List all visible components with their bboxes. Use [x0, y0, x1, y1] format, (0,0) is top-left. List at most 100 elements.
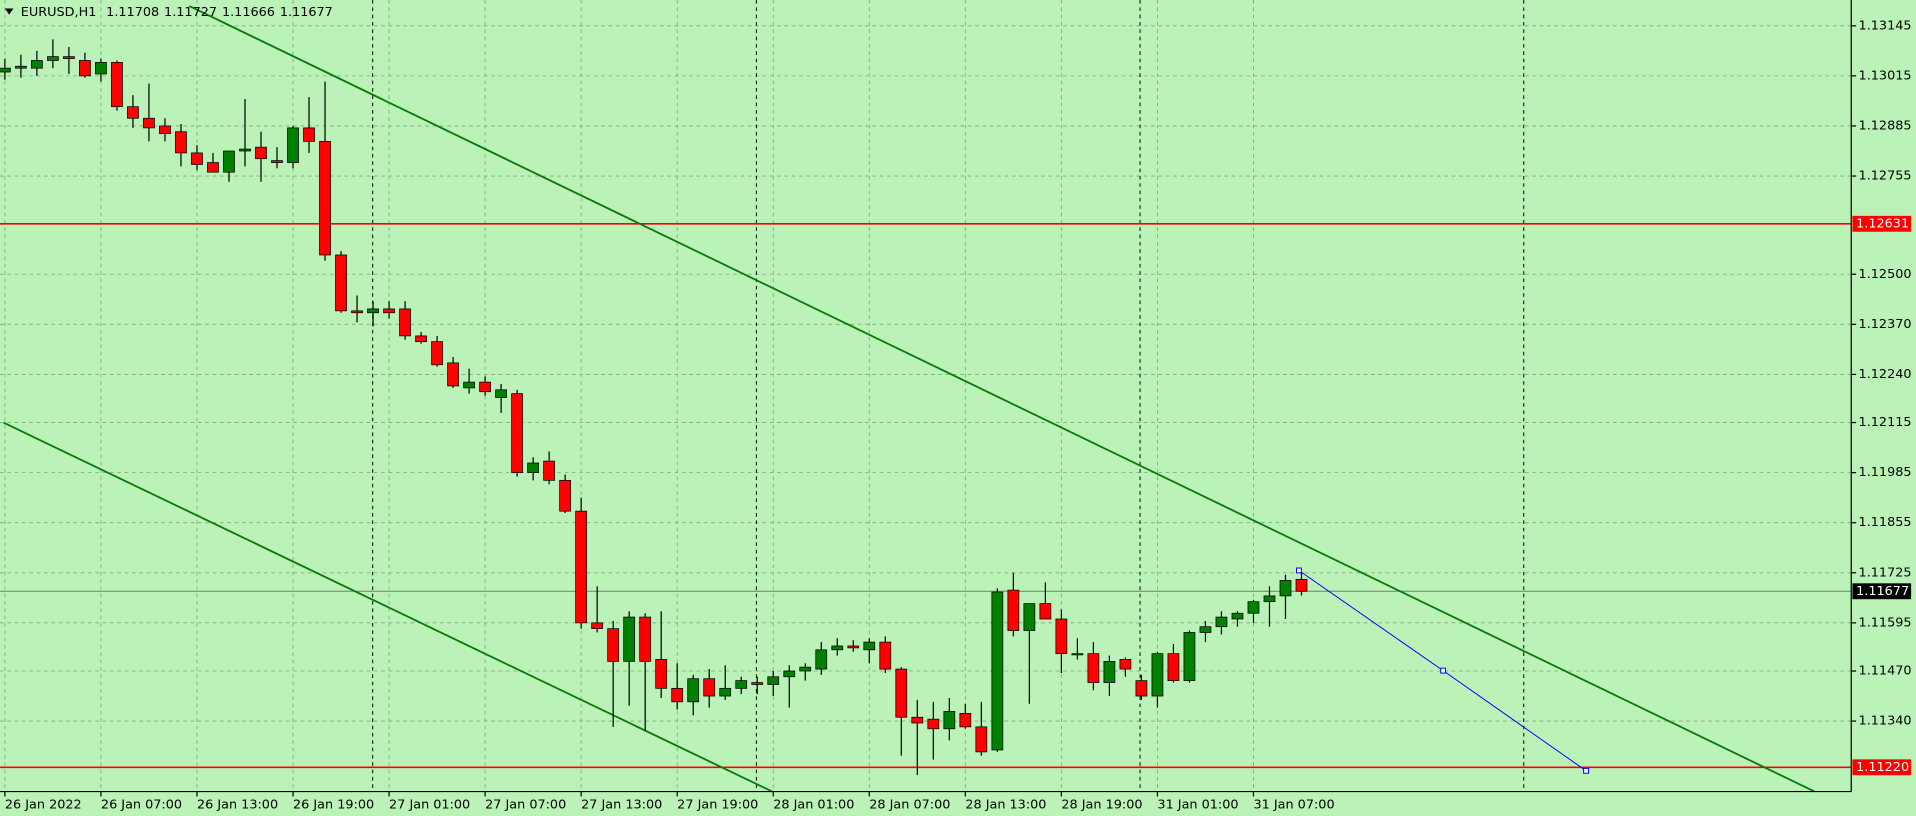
candle-body [847, 645, 860, 649]
x-tick-label: 31 Jan 01:00 [1157, 798, 1238, 813]
price-tag [1852, 215, 1912, 232]
candle-body [143, 117, 155, 129]
candle-body [207, 162, 219, 173]
y-tick-label: 1.13015 [1859, 68, 1912, 83]
candle-body [47, 56, 59, 61]
chart-header: EURUSD,H1 1.11708 1.11727 1.11666 1.11677 [21, 5, 333, 20]
candle-body [351, 310, 363, 314]
candle-body [1103, 661, 1116, 683]
y-tick-label: 1.11985 [1859, 465, 1912, 480]
x-tick-label: 27 Jan 19:00 [677, 798, 758, 813]
candle-body [255, 146, 267, 160]
candle-body [239, 148, 251, 152]
candle-body [975, 726, 988, 753]
candle-body [1119, 659, 1132, 670]
candle-body [111, 62, 123, 108]
candle-body [1135, 680, 1148, 697]
y-tick-label: 1.12115 [1859, 415, 1912, 430]
candle-body [383, 308, 395, 314]
candle-body [527, 462, 539, 473]
symbol-menu-icon[interactable] [4, 8, 14, 15]
symbol: EURUSD,H1 [21, 5, 97, 20]
candle-body [703, 678, 716, 697]
candle-body [271, 160, 283, 163]
candle-body [1231, 612, 1244, 620]
projection-point [1583, 767, 1590, 774]
candle-body [1071, 653, 1084, 656]
x-tick-label: 26 Jan 07:00 [101, 798, 182, 813]
candle-body [431, 341, 443, 366]
candle-body [191, 152, 203, 165]
candle-body [1151, 653, 1164, 697]
candle-body [1023, 603, 1036, 631]
projection-point [1440, 667, 1447, 674]
candle-body [63, 56, 75, 59]
levels [0, 223, 1852, 769]
candle-body [959, 713, 972, 728]
candle-body [79, 60, 91, 77]
candle-body [463, 381, 475, 389]
channel-lower [3, 421, 773, 793]
candle-body [543, 460, 556, 481]
candle-body [623, 616, 636, 662]
x-tick-label: 27 Jan 07:00 [485, 798, 566, 813]
candle-body [335, 254, 347, 312]
candle-body [639, 616, 652, 662]
candle-body [1279, 580, 1292, 597]
candle-body [799, 666, 812, 672]
x-tick-label: 28 Jan 01:00 [773, 798, 854, 813]
candle-body [655, 659, 668, 689]
candle-body [735, 680, 748, 689]
x-tick-label: 28 Jan 07:00 [869, 798, 950, 813]
y-tick-label: 1.12500 [1859, 267, 1912, 282]
y-tick-label: 1.12240 [1859, 367, 1912, 382]
y-tick-label: 1.11470 [1859, 664, 1912, 679]
x-tick-label: 26 Jan 13:00 [197, 798, 278, 813]
y-tick-label: 1.13145 [1859, 18, 1912, 33]
candle-body [1167, 653, 1180, 682]
candle-body [687, 678, 700, 703]
candle-body [943, 711, 956, 730]
header-open: 1.11708 [106, 5, 159, 20]
candle-body [1295, 578, 1308, 592]
price-tag [1852, 583, 1912, 600]
candle-body [287, 127, 299, 163]
x-tick-label: 31 Jan 07:00 [1253, 798, 1334, 813]
candle-body [719, 687, 732, 697]
header-low: 1.11666 [222, 5, 275, 20]
candle-body [671, 687, 684, 703]
price-tag-label: 1.12631 [1856, 216, 1909, 231]
candle-body [911, 716, 924, 724]
candle-body [607, 628, 620, 662]
projection [1295, 567, 1590, 774]
header-close: 1.11677 [280, 5, 333, 20]
candle-body [495, 389, 507, 398]
candle-body [15, 65, 27, 69]
candle-body [927, 718, 940, 730]
candles [0, 39, 1308, 776]
price-tag [1852, 759, 1912, 776]
candle-body [31, 60, 43, 69]
x-tick-label: 28 Jan 13:00 [965, 798, 1046, 813]
x-tick-label: 27 Jan 01:00 [389, 798, 470, 813]
candle-body [1007, 589, 1020, 631]
candle-body [511, 393, 523, 473]
candle-body [831, 645, 844, 651]
candle-body [319, 140, 331, 256]
x-tick-label: 26 Jan 2022 [5, 798, 82, 813]
candle-body [863, 641, 876, 651]
candle-body [223, 150, 235, 173]
y-tick-label: 1.11855 [1859, 515, 1912, 530]
grid [0, 0, 1852, 792]
price-tag-label: 1.11677 [1856, 584, 1909, 599]
candle-body [1263, 595, 1276, 603]
channel-upper [189, 5, 1815, 793]
candle-body [1183, 632, 1196, 682]
candle-body [1055, 618, 1068, 655]
candle-body [575, 510, 588, 624]
y-tick-label: 1.11340 [1859, 714, 1912, 729]
candle-body [447, 362, 459, 387]
x-tick-label: 27 Jan 13:00 [581, 798, 662, 813]
